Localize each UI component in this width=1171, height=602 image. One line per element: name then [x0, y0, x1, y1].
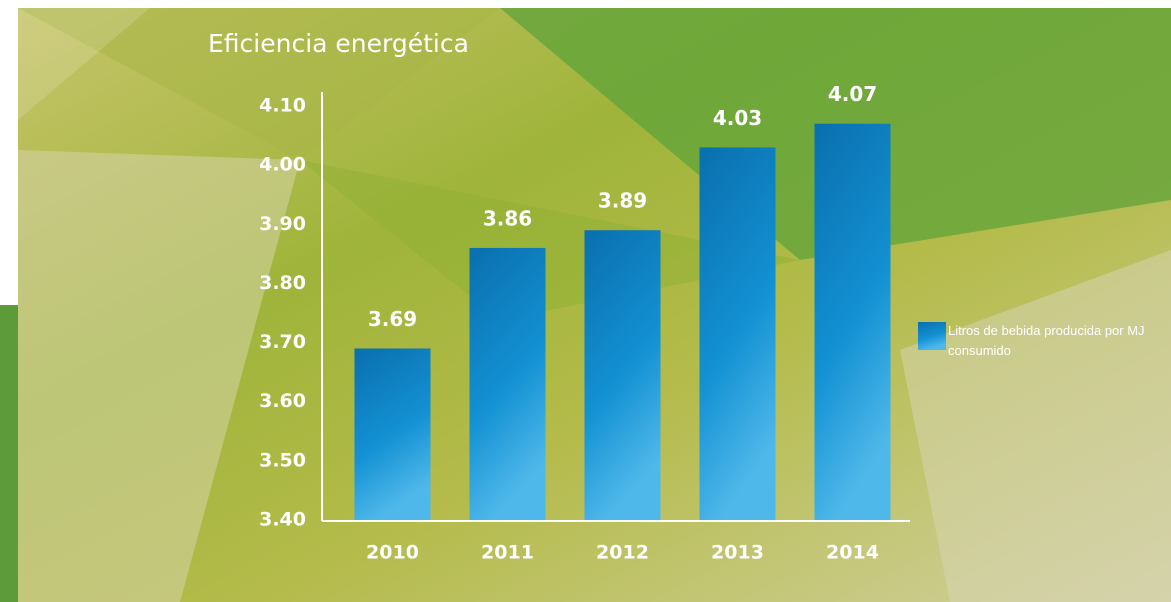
bg-shape — [18, 8, 500, 160]
x-tick-label: 2013 — [711, 542, 764, 564]
bar — [814, 123, 891, 520]
y-tick-label: 3.70 — [259, 331, 306, 353]
value-label: 4.07 — [828, 82, 877, 106]
y-tick-label: 3.80 — [259, 272, 306, 294]
y-tick-label: 3.40 — [259, 509, 306, 531]
y-tick-label: 3.60 — [259, 390, 306, 412]
bg-shape — [300, 160, 800, 320]
value-label: 3.89 — [598, 189, 647, 213]
value-label: 3.69 — [368, 307, 417, 331]
legend-swatch — [918, 322, 946, 350]
bar — [469, 247, 546, 520]
x-tick-label: 2010 — [366, 542, 419, 564]
x-tick-label: 2011 — [481, 542, 534, 564]
x-tick-label: 2012 — [596, 542, 649, 564]
bg-shape — [18, 8, 150, 120]
bg-shape — [18, 150, 300, 602]
bar — [584, 230, 661, 520]
y-tick-label: 4.00 — [259, 154, 306, 176]
value-label: 3.86 — [483, 206, 532, 230]
bar — [699, 147, 776, 520]
y-tick-label: 3.90 — [259, 213, 306, 235]
legend-label: Litros de bebida producida por MJ consum… — [948, 323, 1145, 358]
chart-title: Eficiencia energética — [208, 29, 469, 58]
bar — [354, 348, 431, 520]
y-tick-label: 3.50 — [259, 449, 306, 471]
x-tick-label: 2014 — [826, 542, 879, 564]
y-tick-label: 4.10 — [259, 95, 306, 117]
value-label: 4.03 — [713, 106, 762, 130]
left-strip — [0, 305, 20, 602]
bg-shape — [900, 250, 1171, 602]
